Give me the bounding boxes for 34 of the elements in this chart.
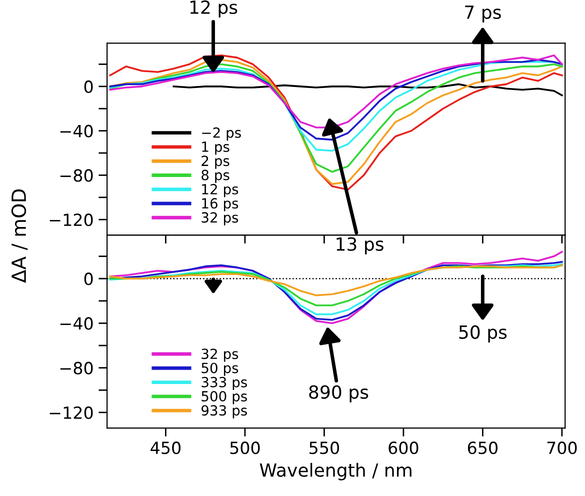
x-tick-label: 550 [310, 442, 339, 454]
y-tick-label: −120 [50, 214, 93, 226]
legend-label: 12 ps [202, 184, 238, 198]
legend-label: 1 ps [202, 142, 230, 155]
x-tick-label: 450 [150, 442, 180, 454]
x-tick-label: 600 [388, 442, 418, 454]
y-tick-label: −80 [60, 362, 93, 374]
y-tick-label: −40 [60, 124, 93, 138]
legend-label: 16 ps [202, 198, 238, 212]
legend-label: 8 ps [202, 170, 230, 183]
y-tick-label: −120 [50, 406, 93, 420]
legend-label: 500 ps [202, 390, 247, 404]
x-tick-label: 650 [468, 442, 498, 454]
x-tick-label: 500 [230, 442, 260, 454]
y-tick-label: 0 [84, 80, 93, 93]
y-tick-label: −80 [60, 169, 93, 182]
line-series [109, 264, 563, 296]
annotation: 50 ps [459, 325, 507, 342]
y-axis-title: ΔA / mOD [11, 189, 28, 283]
annotation: 13 ps [336, 237, 384, 254]
legend-label: 933 ps [202, 405, 247, 418]
annotation: 890 ps [309, 385, 368, 402]
annotation: 7 ps [465, 6, 501, 23]
y-tick-label: −40 [60, 317, 93, 330]
legend-label: 2 ps [202, 156, 230, 169]
annotation: 12 ps [190, 0, 238, 18]
y-tick-label: 0 [84, 272, 93, 286]
legend-label: 333 ps [202, 376, 247, 390]
legend-label: 32 ps [202, 212, 238, 226]
legend-label: −2 ps [202, 127, 241, 141]
legend-label: 32 ps [202, 348, 238, 362]
x-tick-label: 700 [547, 442, 577, 454]
legend-label: 50 ps [202, 362, 238, 376]
x-axis-title: Wavelength / nm [260, 462, 412, 480]
